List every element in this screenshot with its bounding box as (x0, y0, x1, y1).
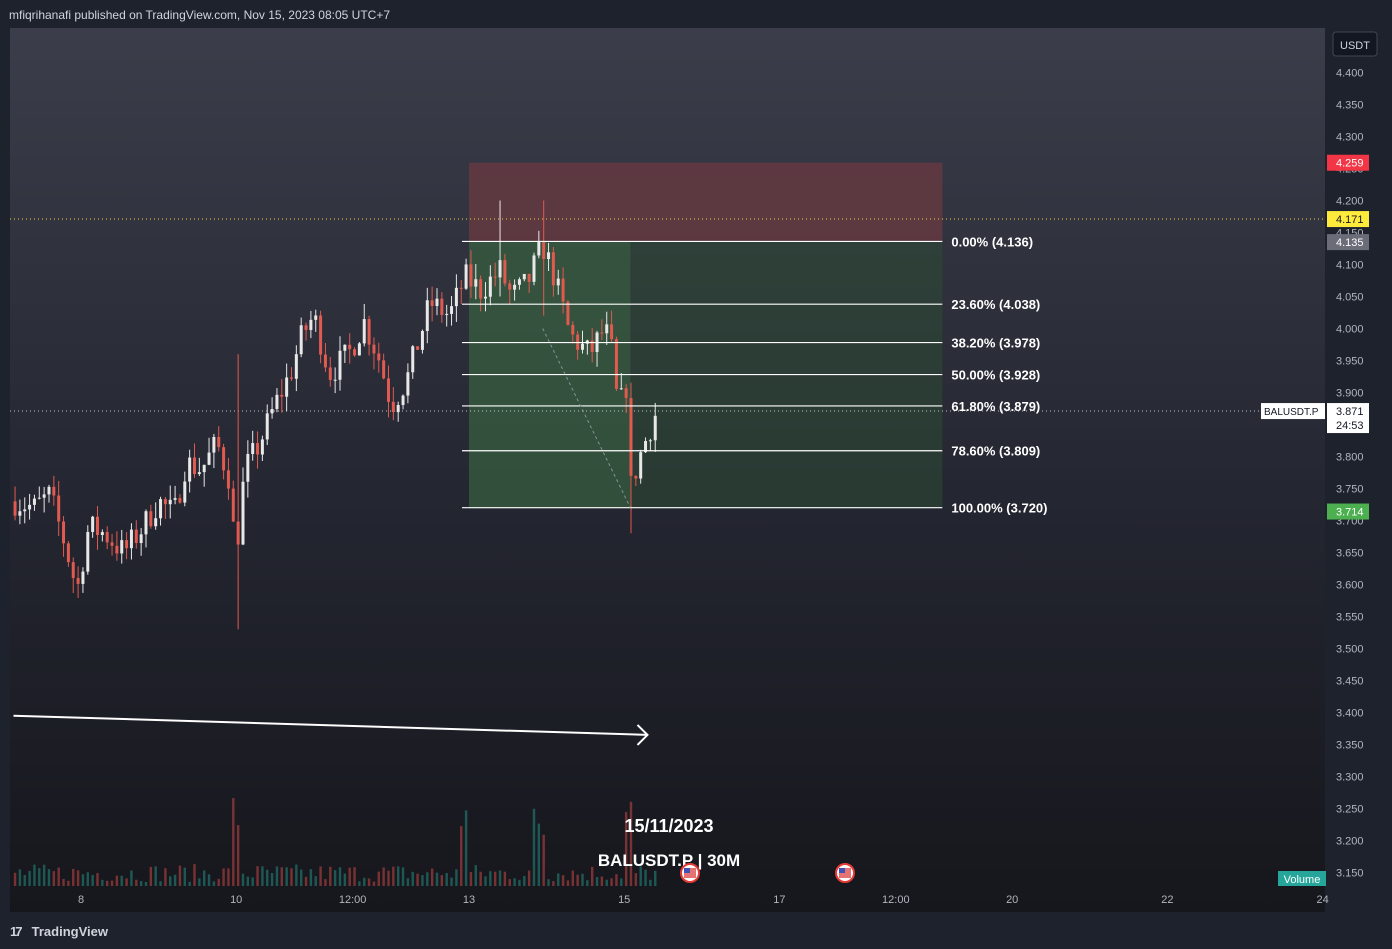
tradingview-logo[interactable]: 17 TradingView (10, 924, 108, 939)
tradingview-brand-text: TradingView (31, 924, 108, 939)
footer-bar (0, 912, 1392, 949)
publish-info-text: mfiqrihanafi published on TradingView.co… (9, 8, 391, 22)
tradingview-logo-icon: 17 (10, 924, 22, 939)
publish-header: mfiqrihanafi published on TradingView.co… (0, 0, 1392, 28)
chart-plot-area[interactable] (10, 28, 1382, 912)
